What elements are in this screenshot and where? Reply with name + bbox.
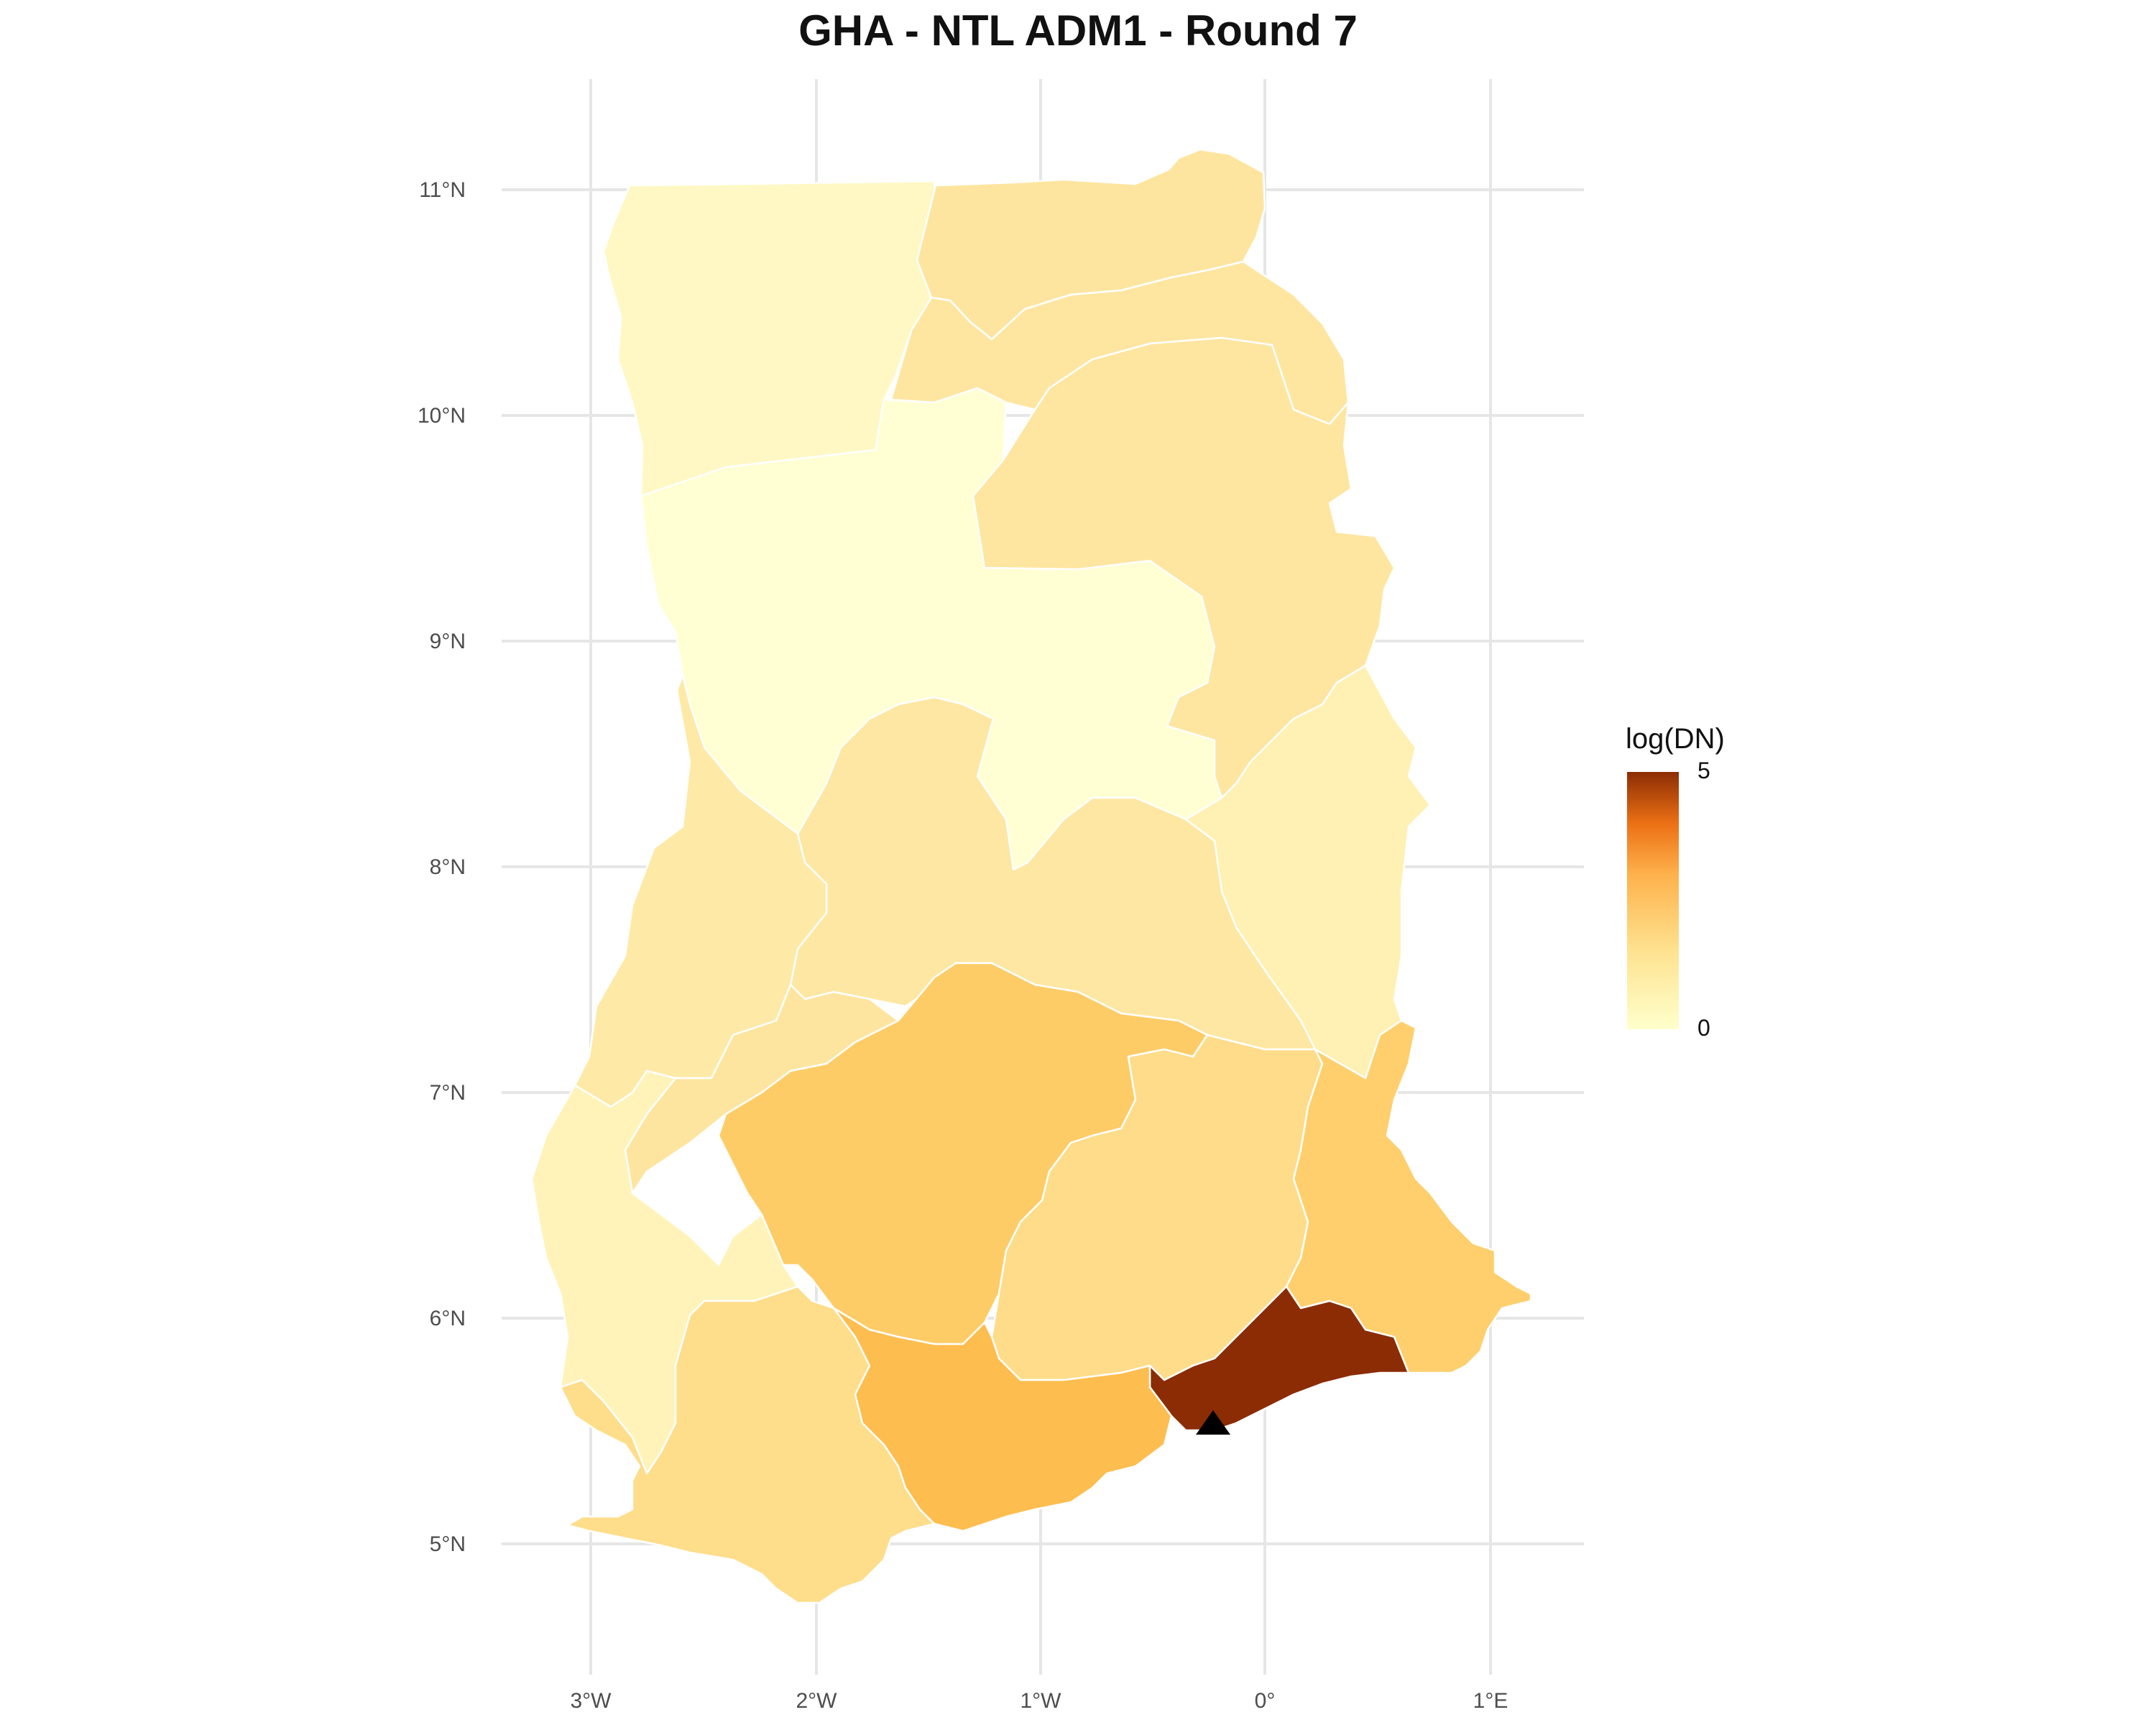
legend-max-label: 5 (1697, 758, 1710, 783)
x-tick-label: 2°W (796, 1689, 838, 1713)
region-northern[interactable] (972, 336, 1396, 799)
x-tick-label: 0° (1255, 1689, 1276, 1713)
legend-color-bar (1627, 772, 1679, 1029)
region-volta[interactable] (1285, 1019, 1532, 1374)
y-axis-labels: 11°N 10°N 9°N 8°N 7°N 6°N 5°N (418, 178, 466, 1556)
region-layer (530, 148, 1532, 1604)
x-axis-labels: 3°W 2°W 1°W 0° 1°E (571, 1689, 1508, 1713)
region-central[interactable] (832, 1307, 1173, 1532)
y-tick-label: 8°N (430, 855, 466, 879)
legend-min-label: 0 (1697, 1015, 1710, 1041)
region-north-east[interactable] (890, 260, 1350, 426)
legend-title: log(DN) (1626, 723, 1725, 755)
triangle-marker-icon (1196, 1410, 1230, 1435)
y-tick-label: 5°N (430, 1532, 466, 1556)
y-tick-label: 6°N (430, 1307, 466, 1330)
y-tick-label: 9°N (430, 630, 466, 653)
y-tick-label: 10°N (418, 404, 466, 428)
region-western[interactable] (559, 1285, 936, 1604)
y-tick-label: 7°N (430, 1081, 466, 1105)
map-title: GHA - NTL ADM1 - Round 7 (798, 6, 1358, 55)
y-tick-label: 11°N (419, 178, 466, 202)
x-tick-label: 3°W (571, 1689, 612, 1713)
x-tick-label: 1°E (1473, 1689, 1508, 1713)
x-tick-label: 1°W (1021, 1689, 1062, 1713)
region-greater-accra[interactable] (1148, 1285, 1410, 1432)
